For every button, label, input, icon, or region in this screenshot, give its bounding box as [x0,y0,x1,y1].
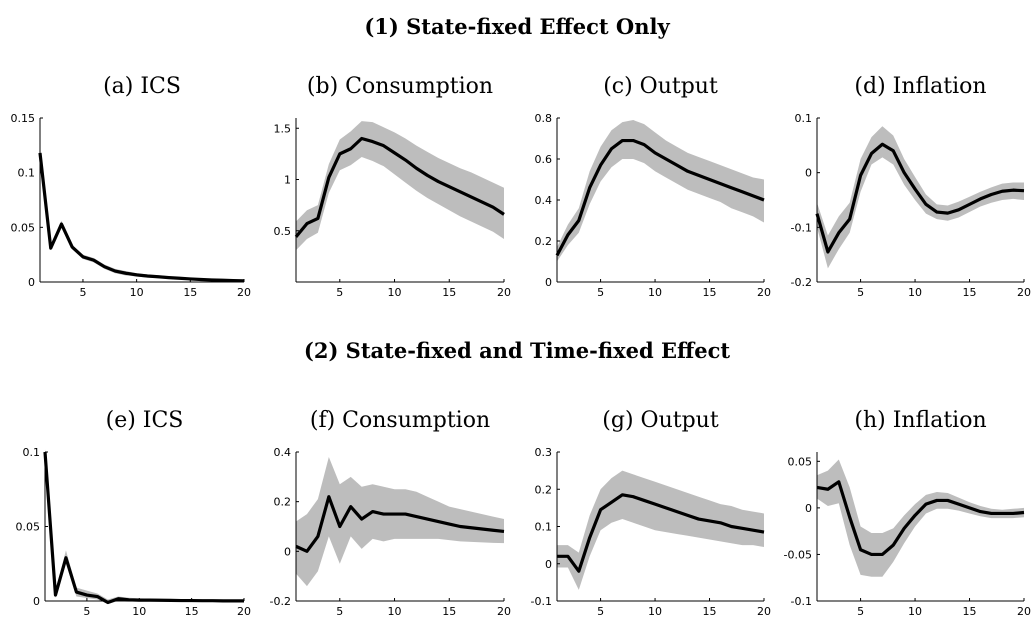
panel-2: (c) Output 5 10 15 20 0 0.2 0.4 0.6 0.8 [535,74,772,299]
x-tick-label: 15 [963,605,977,618]
panel-1: (b) Consumption 5 10 15 20 0.5 1 1.5 [274,74,512,299]
y-tick-label: 0.2 [535,235,553,248]
confidence-band [296,456,504,587]
row-title-1: (1) State-fixed Effect Only [364,14,670,39]
x-tick-label: 10 [388,286,402,299]
y-tick-label: 0.1 [795,112,813,125]
panel-0: (a) ICS 5 10 15 20 0 0.05 0.1 0.15 [11,74,252,299]
y-tick-label: 0.4 [535,194,553,207]
panel-5: (f) Consumption 5 10 15 20 -0.2 0 0.2 0.4 [270,408,511,618]
x-tick-label: 15 [963,286,977,299]
panel-title: (g) Output [602,408,719,433]
x-tick-label: 5 [79,286,86,299]
x-tick-label: 5 [857,605,864,618]
panel-3: (d) Inflation 5 10 15 20 -0.2 -0.1 0 0.1 [791,74,1031,299]
y-tick-label: 0.1 [535,521,553,534]
y-tick-label: 0 [805,167,812,180]
confidence-band [296,121,504,251]
series-line [294,136,505,238]
x-tick-label: 5 [597,605,604,618]
panel-title: (a) ICS [103,74,181,99]
y-tick-label: -0.1 [791,595,812,608]
panel-4: (e) ICS 5 10 15 20 0 0.05 0.1 [16,408,252,618]
x-tick-label: 20 [1017,605,1031,618]
y-tick-label: 0.2 [535,483,553,496]
series-line [555,138,765,257]
y-tick-label: 0.05 [11,221,36,234]
x-tick-label: 5 [336,286,343,299]
series-line [43,451,244,605]
y-tick-label: -0.2 [270,595,291,608]
confidence-band [557,470,764,590]
y-tick-label: -0.1 [791,221,812,234]
panel-title: (e) ICS [106,408,184,433]
y-tick-label: 0 [545,558,552,571]
panel-6: (g) Output 5 10 15 20 -0.1 0 0.1 0.2 0.3 [531,408,771,618]
x-tick-label: 20 [237,605,251,618]
y-tick-label: 0.05 [16,521,41,534]
y-tick-label: 0.15 [11,112,36,125]
x-tick-label: 15 [183,286,197,299]
x-tick-label: 5 [336,605,343,618]
x-tick-label: 5 [597,286,604,299]
x-tick-label: 10 [648,286,662,299]
series-line [815,142,1025,254]
x-tick-label: 15 [185,605,199,618]
panel-7: (h) Inflation 5 10 15 20 -0.1 -0.05 0 0.05 [784,408,1031,618]
panel-title: (h) Inflation [854,408,986,433]
x-tick-label: 15 [442,286,456,299]
y-tick-label: 0.6 [535,153,553,166]
x-tick-label: 10 [130,286,144,299]
series-line [816,480,1025,557]
x-tick-label: 20 [237,286,251,299]
x-tick-label: 20 [757,605,771,618]
panel-title: (b) Consumption [307,74,493,99]
x-tick-label: 5 [83,605,90,618]
y-tick-label: -0.1 [531,595,552,608]
panel-title: (f) Consumption [310,408,490,433]
x-tick-label: 15 [703,605,717,618]
y-tick-label: 0 [33,595,40,608]
y-tick-label: 0.2 [274,496,292,509]
y-tick-label: 0.3 [535,446,553,459]
x-tick-label: 10 [908,605,922,618]
confidence-band [40,150,244,282]
y-tick-label: 1 [284,174,291,187]
x-tick-label: 15 [442,605,456,618]
x-tick-label: 15 [703,286,717,299]
y-tick-label: 0 [805,502,812,515]
y-tick-label: 0.8 [535,112,553,125]
x-tick-label: 10 [648,605,662,618]
y-tick-label: 0.1 [18,167,36,180]
x-tick-label: 10 [908,286,922,299]
y-tick-label: -0.2 [791,276,812,289]
x-tick-label: 5 [857,286,864,299]
y-tick-label: 0.1 [23,446,41,459]
x-tick-label: 20 [497,286,511,299]
series-line [295,495,505,553]
panel-title: (c) Output [603,74,718,99]
y-tick-label: 0.4 [274,446,292,459]
series-line [38,152,245,283]
y-tick-label: 0 [28,276,35,289]
y-tick-label: 0 [545,276,552,289]
y-tick-label: 0.5 [274,225,292,238]
panel-title: (d) Inflation [854,74,986,99]
x-tick-label: 10 [132,605,146,618]
y-tick-label: -0.05 [784,548,812,561]
confidence-band [45,449,244,604]
y-tick-label: 0 [284,545,291,558]
x-tick-label: 20 [1017,286,1031,299]
y-tick-label: 1.5 [274,122,292,135]
x-tick-label: 20 [757,286,771,299]
y-tick-label: 0.05 [788,455,813,468]
x-tick-label: 20 [497,605,511,618]
confidence-band [817,459,1024,577]
x-tick-label: 10 [388,605,402,618]
row-title-2: (2) State-fixed and Time-fixed Effect [303,338,731,363]
series-line [557,493,765,573]
